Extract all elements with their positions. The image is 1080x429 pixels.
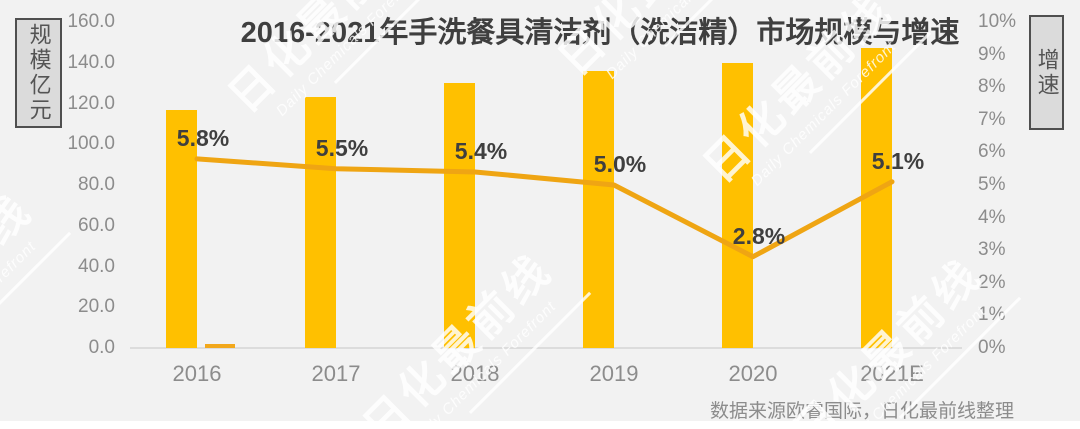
source-note: 数据来源欧睿国际，日化最前线整理 (709, 401, 1014, 422)
left-axis-tick-label: 40.0 (78, 255, 115, 277)
x-axis-label-2019: 2019 (589, 361, 639, 386)
left-axis-tick-label: 140.0 (67, 51, 115, 73)
left-axis-unit-box: 规模亿元 (15, 18, 62, 128)
right-axis-tick-label: 10% (978, 11, 1017, 32)
left-axis-tick-label: 20.0 (78, 296, 115, 318)
right-axis-tick-label: 8% (978, 76, 1006, 98)
right-axis-unit-label: 增速 (1034, 47, 1060, 98)
left-axis-unit-label: 规模亿元 (26, 23, 52, 123)
right-axis-tick-label: 7% (978, 108, 1006, 130)
right-axis-tick-label: 3% (978, 239, 1006, 261)
right-axis-tick-label: 4% (978, 206, 1006, 228)
left-axis-tick-label: 120.0 (67, 92, 115, 114)
growth-data-label-2019: 5.0% (593, 151, 647, 177)
market-size-bar-2016 (166, 109, 197, 348)
market-size-bar-2020 (722, 62, 753, 348)
x-axis-label-2020: 2020 (728, 361, 778, 386)
x-axis-label-2016: 2016 (172, 361, 222, 386)
x-axis-label-2021E: 2021E (860, 361, 924, 386)
growth-data-label-2016: 5.8% (176, 124, 230, 151)
market-size-bar-2017 (305, 97, 336, 348)
growth-data-label-2017: 5.5% (315, 134, 369, 161)
x-axis-label-2017: 2017 (311, 361, 361, 386)
growth-line (194, 156, 895, 260)
left-axis-tick-label: 160.0 (67, 11, 115, 32)
right-axis-tick-label: 6% (978, 141, 1006, 163)
right-axis-tick-label: 9% (978, 43, 1006, 65)
growth-data-label-2021E: 5.1% (871, 147, 925, 174)
left-axis-tick-label: 100.0 (67, 133, 115, 155)
right-axis-tick-label: 2% (978, 271, 1006, 293)
right-axis-unit-box: 增速 (1029, 15, 1064, 130)
tiny-stub-bar-2016 (205, 344, 235, 348)
growth-data-label-2020: 2.8% (732, 222, 786, 249)
x-axis-label-2018: 2018 (450, 361, 500, 386)
left-axis-tick-label: 60.0 (78, 214, 115, 236)
bottom-white-strip (0, 421, 1080, 429)
left-axis-tick-label: 80.0 (78, 174, 115, 195)
growth-data-label-2018: 5.4% (454, 137, 508, 164)
left-axis-tick-label: 0.0 (88, 337, 115, 358)
right-axis-tick-label: 5% (978, 174, 1006, 195)
